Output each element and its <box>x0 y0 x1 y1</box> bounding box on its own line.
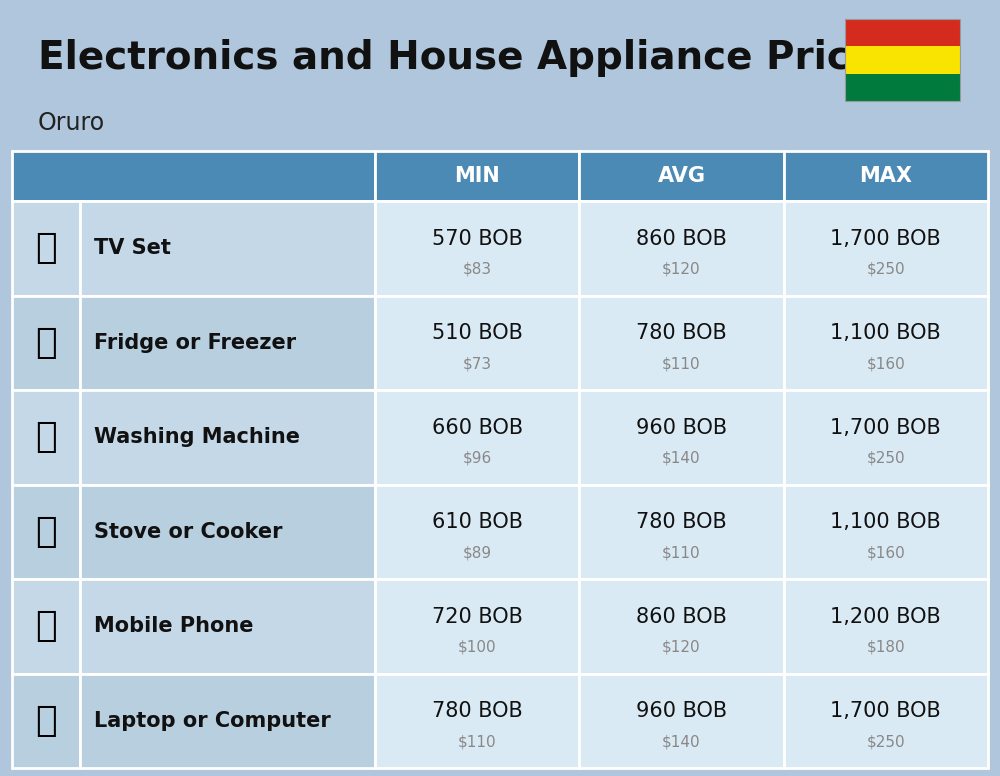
Text: 📱: 📱 <box>35 609 57 643</box>
Text: $96: $96 <box>463 451 492 466</box>
Bar <box>375 390 579 484</box>
Text: TV Set: TV Set <box>94 238 171 258</box>
Text: Fridge or Freezer: Fridge or Freezer <box>94 333 296 353</box>
Bar <box>784 484 988 579</box>
Text: $140: $140 <box>662 734 701 749</box>
Bar <box>80 674 375 768</box>
Text: Laptop or Computer: Laptop or Computer <box>94 711 331 731</box>
Text: AVG: AVG <box>658 166 706 186</box>
Text: $73: $73 <box>463 356 492 371</box>
Bar <box>12 579 80 674</box>
Text: 780 BOB: 780 BOB <box>432 702 523 722</box>
Text: 1,200 BOB: 1,200 BOB <box>830 607 941 627</box>
Text: $120: $120 <box>662 639 701 654</box>
Text: 1,100 BOB: 1,100 BOB <box>830 324 941 343</box>
Bar <box>579 390 784 484</box>
Text: $110: $110 <box>458 734 496 749</box>
Text: 🧊: 🧊 <box>35 326 57 360</box>
Bar <box>375 674 579 768</box>
Text: 610 BOB: 610 BOB <box>432 512 523 532</box>
Text: 860 BOB: 860 BOB <box>636 607 727 627</box>
Bar <box>12 484 80 579</box>
Text: $83: $83 <box>463 262 492 276</box>
Text: 1,100 BOB: 1,100 BOB <box>830 512 941 532</box>
Bar <box>784 674 988 768</box>
Text: 1,700 BOB: 1,700 BOB <box>830 417 941 438</box>
Bar <box>845 47 960 74</box>
Bar <box>579 151 784 201</box>
Bar <box>784 201 988 296</box>
Text: Mobile Phone: Mobile Phone <box>94 616 254 636</box>
Bar <box>579 201 784 296</box>
Bar <box>12 151 375 201</box>
Bar <box>12 390 80 484</box>
Text: 💻: 💻 <box>35 704 57 738</box>
Text: MAX: MAX <box>859 166 912 186</box>
Bar <box>845 19 960 101</box>
Bar <box>784 390 988 484</box>
Text: Washing Machine: Washing Machine <box>94 428 300 447</box>
Bar <box>784 579 988 674</box>
Bar <box>375 579 579 674</box>
Text: 🔥: 🔥 <box>35 514 57 549</box>
Text: $89: $89 <box>463 545 492 560</box>
Bar <box>579 296 784 390</box>
Text: 960 BOB: 960 BOB <box>636 417 727 438</box>
Text: 720 BOB: 720 BOB <box>432 607 523 627</box>
Bar <box>80 296 375 390</box>
Text: 780 BOB: 780 BOB <box>636 324 727 343</box>
Text: $100: $100 <box>458 639 496 654</box>
Bar <box>579 674 784 768</box>
Text: 660 BOB: 660 BOB <box>432 417 523 438</box>
Bar <box>12 296 80 390</box>
Text: 510 BOB: 510 BOB <box>432 324 523 343</box>
Bar <box>784 296 988 390</box>
Text: $250: $250 <box>867 262 905 276</box>
Text: 860 BOB: 860 BOB <box>636 229 727 249</box>
Text: $250: $250 <box>867 451 905 466</box>
Bar <box>845 74 960 101</box>
Bar <box>375 296 579 390</box>
Text: $160: $160 <box>866 545 905 560</box>
Text: MIN: MIN <box>454 166 500 186</box>
Text: $180: $180 <box>867 639 905 654</box>
Bar <box>80 201 375 296</box>
Bar <box>375 484 579 579</box>
Text: $140: $140 <box>662 451 701 466</box>
Text: $110: $110 <box>662 356 701 371</box>
Bar <box>845 19 960 47</box>
Bar <box>12 201 80 296</box>
Bar <box>80 484 375 579</box>
Bar <box>784 151 988 201</box>
Text: 960 BOB: 960 BOB <box>636 702 727 722</box>
Text: Electronics and House Appliance Prices: Electronics and House Appliance Prices <box>38 39 899 77</box>
Bar <box>375 151 579 201</box>
Text: Oruro: Oruro <box>38 111 105 135</box>
Bar <box>579 484 784 579</box>
Text: $250: $250 <box>867 734 905 749</box>
Text: 📺: 📺 <box>35 231 57 265</box>
Bar <box>12 674 80 768</box>
Text: Stove or Cooker: Stove or Cooker <box>94 521 283 542</box>
Bar <box>80 390 375 484</box>
Bar <box>80 579 375 674</box>
Text: 570 BOB: 570 BOB <box>432 229 523 249</box>
Text: 780 BOB: 780 BOB <box>636 512 727 532</box>
Bar <box>375 201 579 296</box>
Text: 1,700 BOB: 1,700 BOB <box>830 229 941 249</box>
Text: 1,700 BOB: 1,700 BOB <box>830 702 941 722</box>
Text: 🌀: 🌀 <box>35 421 57 454</box>
Text: $160: $160 <box>866 356 905 371</box>
Text: $110: $110 <box>662 545 701 560</box>
Text: $120: $120 <box>662 262 701 276</box>
Bar <box>579 579 784 674</box>
